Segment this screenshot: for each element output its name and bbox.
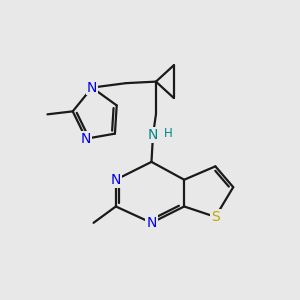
Text: N: N — [146, 216, 157, 230]
Text: N: N — [111, 173, 121, 187]
Text: S: S — [211, 210, 220, 224]
Text: N: N — [148, 128, 158, 142]
Text: N: N — [87, 81, 97, 94]
Text: N: N — [81, 132, 91, 146]
Text: H: H — [164, 127, 173, 140]
